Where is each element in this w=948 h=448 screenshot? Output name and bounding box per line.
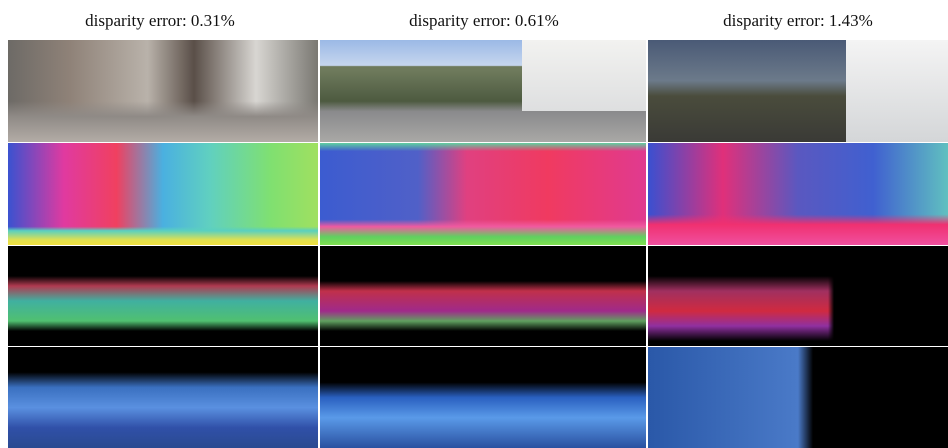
figure: disparity error: 0.31% disparity error: … bbox=[0, 0, 948, 448]
disparity-map bbox=[8, 143, 318, 245]
input-image bbox=[320, 40, 646, 142]
error-map bbox=[648, 246, 948, 346]
error-map bbox=[320, 347, 646, 448]
column-caption: disparity error: 1.43% bbox=[648, 8, 948, 34]
error-map bbox=[648, 347, 948, 448]
column-caption: disparity error: 0.31% bbox=[0, 8, 320, 34]
error-map bbox=[8, 347, 318, 448]
input-image bbox=[648, 40, 948, 142]
column-caption: disparity error: 0.61% bbox=[320, 8, 648, 34]
error-map bbox=[320, 246, 646, 346]
disparity-map bbox=[648, 143, 948, 245]
error-map bbox=[8, 246, 318, 346]
disparity-map bbox=[320, 143, 646, 245]
input-image bbox=[8, 40, 318, 142]
